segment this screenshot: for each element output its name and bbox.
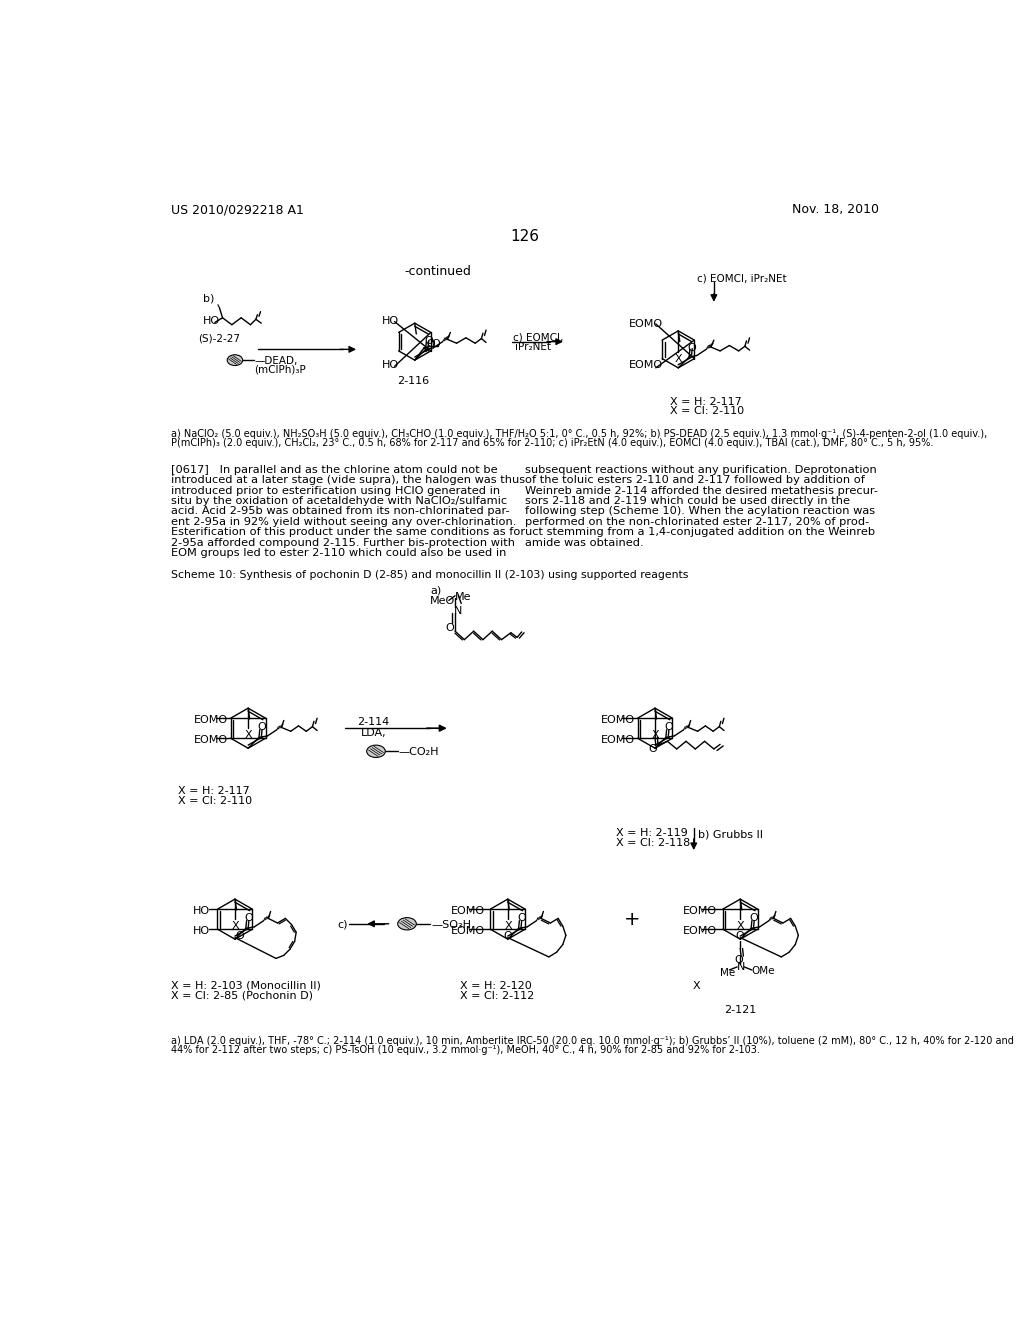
- Text: Weinreb amide 2-114 afforded the desired metathesis precur-: Weinreb amide 2-114 afforded the desired…: [524, 486, 878, 495]
- Text: X: X: [692, 981, 699, 991]
- Text: OMe: OMe: [752, 966, 775, 975]
- Text: EOMO: EOMO: [194, 735, 228, 744]
- Text: O: O: [665, 722, 673, 733]
- Text: HO: HO: [382, 317, 399, 326]
- Text: EOMO: EOMO: [194, 715, 228, 725]
- Text: —CO₂H: —CO₂H: [398, 747, 439, 758]
- Text: O: O: [734, 954, 742, 965]
- Text: O: O: [687, 343, 696, 354]
- Text: US 2010/0292218 A1: US 2010/0292218 A1: [171, 203, 303, 216]
- Text: X = H: 2-120: X = H: 2-120: [460, 981, 531, 991]
- Text: (S)-2-27: (S)-2-27: [199, 334, 241, 345]
- Text: X = Cl: 2-110: X = Cl: 2-110: [178, 796, 253, 807]
- Text: EOMO: EOMO: [629, 318, 663, 329]
- Text: O: O: [445, 623, 455, 634]
- Text: -continued: -continued: [404, 264, 471, 277]
- Text: introduced at a later stage (vide supra), the halogen was thus: introduced at a later stage (vide supra)…: [171, 475, 524, 486]
- Text: X = H: 2-119: X = H: 2-119: [616, 829, 688, 838]
- Text: +: +: [624, 909, 640, 929]
- Text: (mClPh)₃P: (mClPh)₃P: [254, 364, 306, 375]
- Text: b): b): [203, 293, 215, 304]
- Text: O: O: [736, 932, 744, 941]
- Text: c): c): [337, 919, 348, 929]
- Text: —SO₃H: —SO₃H: [431, 920, 471, 929]
- Text: X: X: [231, 921, 240, 931]
- Text: O: O: [426, 339, 435, 348]
- Text: [0617]   In parallel and as the chlorine atom could not be: [0617] In parallel and as the chlorine a…: [171, 465, 498, 475]
- Text: Me: Me: [720, 969, 735, 978]
- Text: HO: HO: [194, 906, 210, 916]
- Text: 126: 126: [510, 230, 540, 244]
- Text: X: X: [675, 354, 683, 364]
- Text: X = H: 2-103 (Monocillin II): X = H: 2-103 (Monocillin II): [171, 981, 322, 991]
- Text: X = Cl: 2-112: X = Cl: 2-112: [460, 991, 534, 1001]
- Text: introduced prior to esterification using HClO generated in: introduced prior to esterification using…: [171, 486, 500, 495]
- Text: 44% for 2-112 after two steps; c) PS-TsOH (10 equiv., 3.2 mmol·g⁻¹), MeOH, 40° C: 44% for 2-112 after two steps; c) PS-TsO…: [171, 1045, 760, 1056]
- Text: uct stemming from a 1,4-conjugated addition on the Weinreb: uct stemming from a 1,4-conjugated addit…: [524, 527, 874, 537]
- Text: EOM groups led to ester 2-110 which could also be used in: EOM groups led to ester 2-110 which coul…: [171, 548, 506, 558]
- Text: acid. Acid 2-95b was obtained from its non-chlorinated par-: acid. Acid 2-95b was obtained from its n…: [171, 507, 509, 516]
- Text: O: O: [245, 913, 253, 923]
- Text: Nov. 18, 2010: Nov. 18, 2010: [792, 203, 879, 216]
- Text: 2-95a afforded compound 2-115. Further bis-protection with: 2-95a afforded compound 2-115. Further b…: [171, 537, 515, 548]
- Text: 2-116: 2-116: [397, 376, 429, 385]
- Text: c) EOMCl,: c) EOMCl,: [513, 333, 563, 342]
- Text: HO: HO: [382, 360, 399, 370]
- Text: HO: HO: [194, 927, 210, 936]
- Text: performed on the non-chlorinated ester 2-117, 20% of prod-: performed on the non-chlorinated ester 2…: [524, 517, 869, 527]
- Text: O: O: [234, 932, 244, 941]
- Text: O: O: [424, 335, 433, 346]
- Text: X = Cl: 2-85 (Pochonin D): X = Cl: 2-85 (Pochonin D): [171, 991, 313, 1001]
- Text: X = Cl: 2-118: X = Cl: 2-118: [616, 838, 690, 849]
- Text: Esterification of this product under the same conditions as for: Esterification of this product under the…: [171, 527, 524, 537]
- Text: EOMO: EOMO: [683, 906, 717, 916]
- Text: a) NaClO₂ (5.0 equiv.), NH₂SO₃H (5.0 equiv.), CH₃CHO (1.0 equiv.), THF/H₂O 5:1, : a) NaClO₂ (5.0 equiv.), NH₂SO₃H (5.0 equ…: [171, 429, 987, 440]
- Text: EOMO: EOMO: [601, 715, 635, 725]
- Text: X = H: 2-117: X = H: 2-117: [671, 397, 742, 407]
- Ellipse shape: [227, 355, 243, 366]
- Text: EOMO: EOMO: [683, 927, 717, 936]
- Text: amide was obtained.: amide was obtained.: [524, 537, 643, 548]
- Text: a) LDA (2.0 equiv.), THF, -78° C.; 2-114 (1.0 equiv.), 10 min, Amberlite IRC-50 : a) LDA (2.0 equiv.), THF, -78° C.; 2-114…: [171, 1036, 1014, 1047]
- Ellipse shape: [367, 744, 385, 758]
- Text: X: X: [245, 730, 253, 739]
- Text: ent 2-95a in 92% yield without seeing any over-chlorination.: ent 2-95a in 92% yield without seeing an…: [171, 517, 516, 527]
- Text: —DEAD,: —DEAD,: [254, 356, 298, 366]
- Text: P(mClPh)₃ (2.0 equiv.), CH₂Cl₂, 23° C., 0.5 h, 68% for 2-117 and 65% for 2-110; : P(mClPh)₃ (2.0 equiv.), CH₂Cl₂, 23° C., …: [171, 438, 933, 447]
- Text: sors 2-118 and 2-119 which could be used directly in the: sors 2-118 and 2-119 which could be used…: [524, 496, 850, 506]
- Text: X = Cl: 2-110: X = Cl: 2-110: [671, 407, 744, 416]
- Text: O: O: [432, 339, 440, 348]
- Text: b) Grubbs II: b) Grubbs II: [698, 830, 764, 840]
- Text: O: O: [649, 743, 657, 754]
- Text: X: X: [737, 921, 744, 931]
- Text: O: O: [517, 913, 525, 923]
- Text: O: O: [750, 913, 759, 923]
- Text: N: N: [455, 606, 463, 615]
- Text: Me: Me: [455, 591, 471, 602]
- Text: of the toluic esters 2-110 and 2-117 followed by addition of: of the toluic esters 2-110 and 2-117 fol…: [524, 475, 864, 486]
- Text: X = H: 2-117: X = H: 2-117: [178, 785, 250, 796]
- Text: X: X: [652, 730, 659, 739]
- Text: X: X: [505, 921, 512, 931]
- Text: O: O: [257, 722, 266, 733]
- Text: 2-121: 2-121: [724, 1006, 757, 1015]
- Ellipse shape: [397, 917, 417, 929]
- Text: EOMO: EOMO: [451, 927, 484, 936]
- Text: O: O: [504, 932, 512, 941]
- Text: following step (Scheme 10). When the acylation reaction was: following step (Scheme 10). When the acy…: [524, 507, 874, 516]
- Text: MeO: MeO: [430, 595, 456, 606]
- Text: Scheme 10: Synthesis of pochonin D (2-85) and monocillin II (2-103) using suppor: Scheme 10: Synthesis of pochonin D (2-85…: [171, 570, 688, 579]
- Text: situ by the oxidation of acetaldehyde with NaClO₂/sulfamic: situ by the oxidation of acetaldehyde wi…: [171, 496, 507, 506]
- Text: EOMO: EOMO: [601, 735, 635, 744]
- Text: c) EOMCl, iPr₂NEt: c) EOMCl, iPr₂NEt: [697, 275, 786, 284]
- Text: iPr₂NEt: iPr₂NEt: [515, 342, 552, 352]
- Text: N: N: [737, 962, 745, 973]
- Text: subsequent reactions without any purification. Deprotonation: subsequent reactions without any purific…: [524, 465, 877, 475]
- Text: 2-114: 2-114: [357, 718, 390, 727]
- Text: EOMO: EOMO: [451, 906, 484, 916]
- Text: LDA,: LDA,: [360, 729, 386, 738]
- Text: EOMO: EOMO: [629, 360, 663, 370]
- Text: HO: HO: [203, 317, 219, 326]
- Text: a): a): [430, 586, 441, 595]
